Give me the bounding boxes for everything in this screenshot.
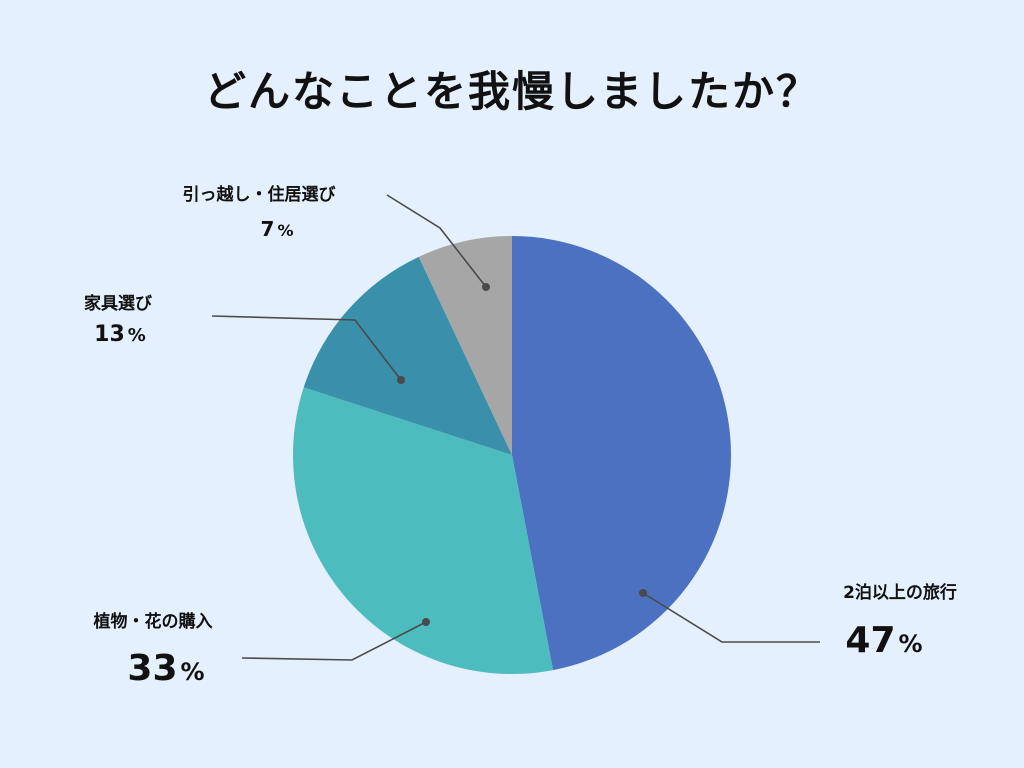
slice-value-4: 7% [261,217,294,241]
slice-label-3: 家具選び [84,293,152,314]
pie-slice-1 [512,236,731,671]
leader-dot-2 [422,618,430,626]
slice-label-1: 2泊以上の旅行 [843,582,957,603]
leader-dot-3 [397,376,405,384]
slice-labels: 2泊以上の旅行 47 % 植物・花の購入 33 % 家具選び 13 % 引っ越し・住居選び 7% [84,184,957,689]
leader-lines [211,194,820,661]
slice-value-1: 47% [845,620,922,661]
slice-label-4: 引っ越し・住居選び [183,184,336,205]
leader-dot-4 [482,283,490,291]
pie-slice-4 [418,235,512,455]
slice-label-2: 植物・花の購入 [94,611,213,632]
leader-line-4 [386,194,487,288]
leader-line-1 [642,592,820,643]
pie-slice-3 [303,256,512,455]
leader-dot-1 [639,589,647,597]
leader-line-2 [241,621,427,661]
chart-title: どんなことを我慢しましたか？ [203,67,820,116]
pie-slices [293,235,731,674]
pie-slice-2 [293,387,554,674]
slice-value-2: 33% [127,648,204,689]
leader-line-3 [211,315,402,381]
slice-value-3: 13% [94,322,146,347]
